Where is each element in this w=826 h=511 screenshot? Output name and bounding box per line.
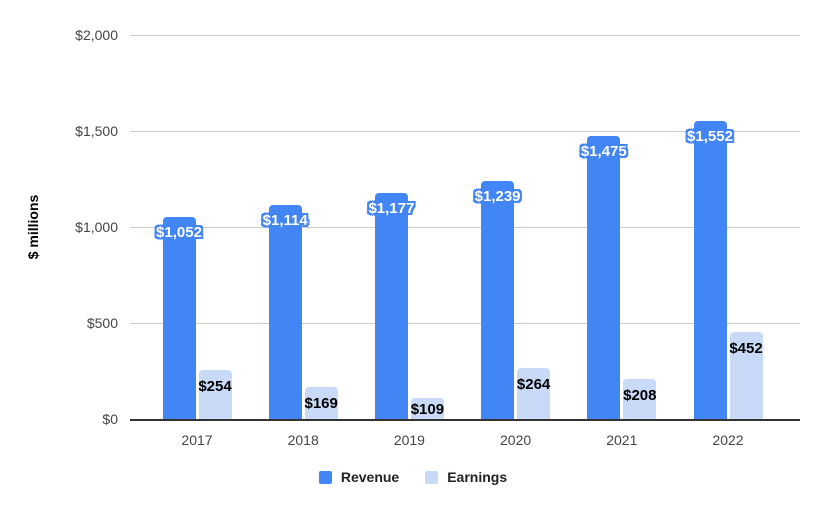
bar-earnings: [729, 332, 763, 419]
y-tick-label: $1,500: [75, 123, 118, 139]
legend-label: Earnings: [447, 469, 508, 485]
y-tick-label: $0: [102, 411, 118, 427]
bar-earnings: [623, 379, 657, 419]
bar-value-label-earnings: $208: [623, 387, 657, 405]
x-tick-label: 2017: [181, 432, 213, 448]
bar-value-label-revenue: $1,177: [368, 200, 415, 218]
bar-revenue: [374, 193, 408, 419]
bar-value-label-earnings: $109: [410, 401, 445, 418]
bar-revenue: [162, 217, 196, 419]
bar-value-label-earnings: $452: [729, 340, 763, 358]
bar-revenue: [693, 121, 727, 419]
bar-revenue: [268, 205, 302, 419]
bar-revenue: [587, 135, 621, 419]
bar-value-label-earnings: $264: [516, 376, 551, 394]
legend-swatch-earnings: [425, 470, 439, 484]
legend-item-earnings: Earnings: [425, 469, 507, 485]
bar-value-label-revenue: $1,475: [580, 142, 627, 160]
x-tick-label: 2019: [393, 432, 425, 448]
bar-earnings: [517, 368, 551, 419]
x-tick-label: 2020: [500, 432, 532, 448]
x-tick-label: 2022: [712, 432, 744, 448]
y-tick-label: $500: [86, 315, 118, 331]
bar-value-label-revenue: $1,052: [156, 224, 202, 242]
bar-value-label-revenue: $1,239: [474, 188, 521, 206]
bar-value-label-revenue: $1,114: [262, 212, 308, 230]
bar-earnings: [304, 386, 338, 419]
bar-earnings: [410, 398, 444, 419]
gridline: [130, 35, 800, 36]
legend: Revenue Earnings: [0, 469, 826, 485]
bar-value-label-earnings: $254: [198, 378, 232, 396]
legend-item-revenue: Revenue: [318, 469, 400, 485]
y-tick-label: $1,000: [75, 219, 118, 235]
legend-label: Revenue: [340, 469, 400, 485]
gridline: [130, 323, 800, 324]
bar-earnings: [198, 370, 232, 419]
bar-value-label-earnings: $169: [304, 394, 338, 412]
x-axis-line: [130, 419, 800, 421]
x-tick-label: 2018: [287, 432, 319, 448]
y-tick-label: $2,000: [75, 27, 118, 43]
gridline: [130, 131, 800, 132]
x-tick-label: 2021: [606, 432, 638, 448]
bar-revenue: [481, 181, 515, 419]
gridline: [130, 227, 800, 228]
legend-swatch-revenue: [318, 470, 332, 484]
bar-value-label-revenue: $1,552: [687, 128, 733, 146]
